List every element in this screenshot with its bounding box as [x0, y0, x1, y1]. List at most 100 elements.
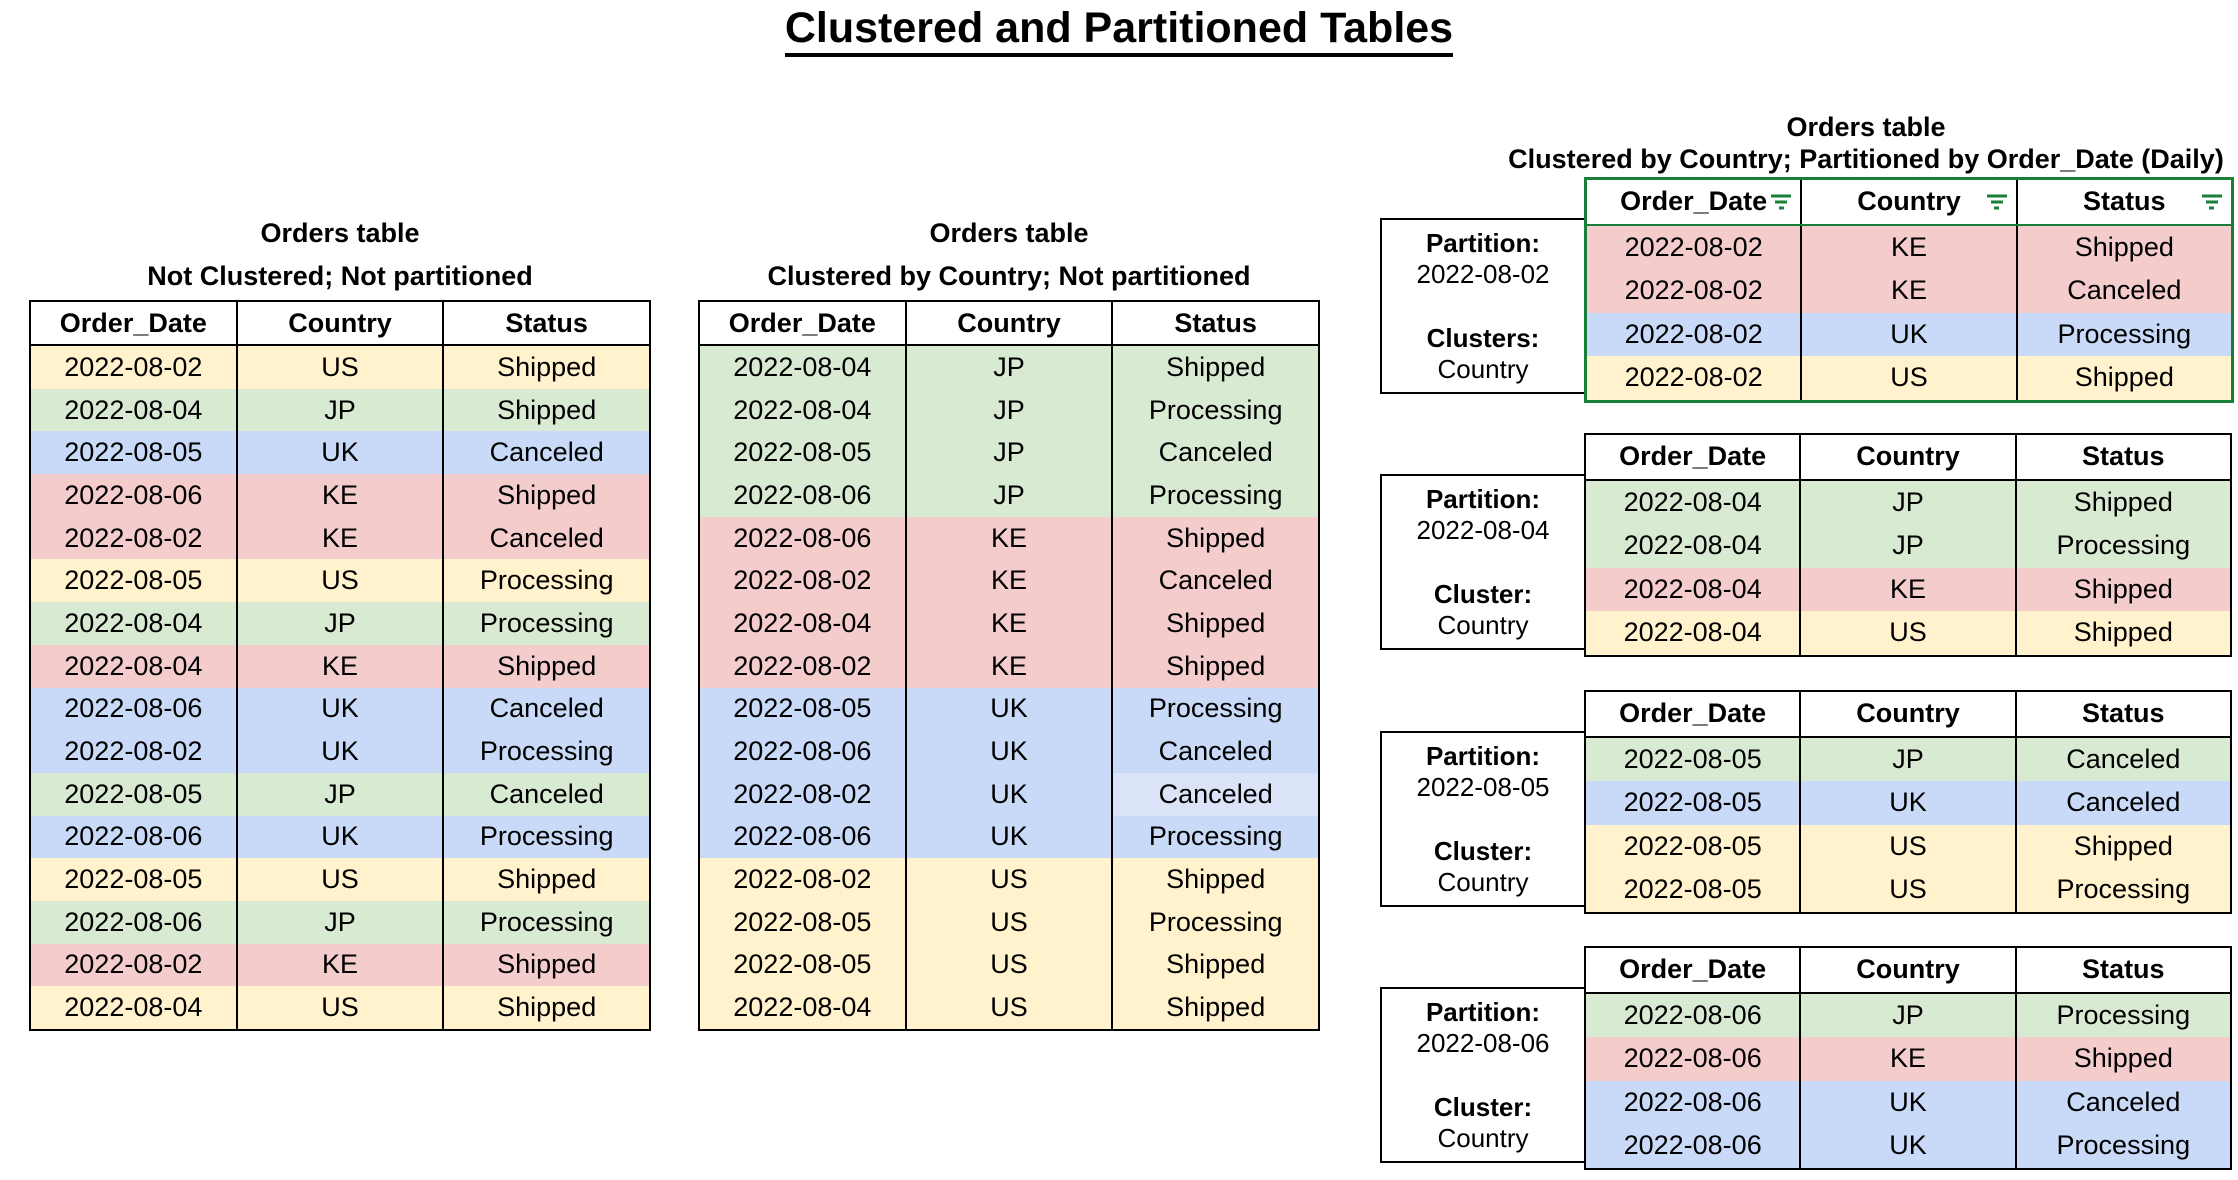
- country-cell: US: [235, 559, 443, 603]
- order-date-cell: 2022-08-02: [31, 730, 236, 773]
- country-cell: KE: [904, 516, 1112, 560]
- right-group-title: Orders table: [1786, 112, 1946, 142]
- country-cell: US: [904, 943, 1112, 987]
- table-row: 2022-08-06 KE Shipped: [700, 516, 1319, 560]
- order-date-cell: 2022-08-04: [1586, 524, 1800, 568]
- column-header-label: Order_Date: [59, 307, 207, 338]
- table-row: 2022-08-02 UK Processing: [1587, 312, 2231, 356]
- middle-table-title: Orders table: [929, 218, 1089, 248]
- order-date-cell: 2022-08-05: [700, 943, 905, 987]
- status-cell: Canceled: [1111, 431, 1319, 475]
- status-cell: Shipped: [2014, 611, 2230, 655]
- status-cell: Canceled: [2014, 737, 2230, 781]
- country-cell: US: [904, 858, 1112, 901]
- order-date-cell: 2022-08-06: [1586, 993, 1800, 1037]
- order-date-cell: 2022-08-02: [1587, 225, 1801, 269]
- status-cell: Shipped: [442, 858, 650, 901]
- country-cell: KE: [235, 943, 443, 987]
- order-date-cell: 2022-08-04: [31, 388, 236, 432]
- status-cell: Processing: [1111, 815, 1319, 859]
- status-cell: Processing: [2014, 868, 2230, 912]
- country-cell: JP: [235, 900, 443, 944]
- country-cell: UK: [904, 772, 1112, 816]
- table-row: 2022-08-04 KE Shipped: [700, 602, 1319, 645]
- country-cell: UK: [235, 431, 443, 475]
- country-cell: KE: [235, 474, 443, 517]
- table-row: 2022-08-06 KE Shipped: [1586, 1037, 2230, 1081]
- table-header-row: Order_Date Country Status: [700, 302, 1319, 346]
- order-date-cell: 2022-08-02: [700, 858, 905, 901]
- partition-label-box: Partition: 2022-08-06 Cluster: Country: [1380, 987, 1586, 1163]
- partition-label: Partition:: [1425, 996, 1541, 1027]
- table-row: 2022-08-06 KE Shipped: [31, 474, 650, 517]
- column-header: Status: [2015, 180, 2231, 224]
- country-cell: KE: [904, 602, 1112, 645]
- right-group-subtitle: Clustered by Country; Partitioned by Ord…: [1508, 144, 2224, 174]
- country-cell: UK: [1800, 312, 2016, 356]
- table-row: 2022-08-05 US Shipped: [31, 858, 650, 901]
- order-date-cell: 2022-08-02: [700, 772, 905, 816]
- country-cell: US: [1799, 868, 2015, 912]
- status-cell: Shipped: [2015, 225, 2231, 269]
- order-date-cell: 2022-08-06: [1586, 1037, 1800, 1081]
- partition-label-box: Partition: 2022-08-05 Cluster: Country: [1380, 731, 1586, 907]
- order-date-cell: 2022-08-02: [700, 559, 905, 603]
- country-cell: US: [1799, 824, 2015, 868]
- partition-label: Partition:: [1425, 483, 1541, 514]
- column-header: Order_Date: [1587, 180, 1801, 224]
- column-header: Country: [235, 302, 443, 344]
- status-cell: Processing: [1111, 900, 1319, 944]
- order-date-cell: 2022-08-05: [1586, 824, 1800, 868]
- country-cell: JP: [904, 388, 1112, 432]
- order-date-cell: 2022-08-05: [31, 559, 236, 603]
- partition-value: 2022-08-05: [1416, 771, 1550, 802]
- country-cell: JP: [1799, 993, 2015, 1037]
- status-cell: Processing: [2014, 524, 2230, 568]
- order-date-cell: 2022-08-06: [31, 474, 236, 517]
- table-row: 2022-08-04 KE Shipped: [31, 644, 650, 688]
- table-row: 2022-08-05 JP Canceled: [1586, 737, 2230, 781]
- column-header-label: Order_Date: [1619, 954, 1767, 985]
- order-date-cell: 2022-08-02: [1587, 269, 1801, 313]
- filter-icon-bar: [1771, 194, 1792, 198]
- table-row: 2022-08-06 UK Processing: [1586, 1124, 2230, 1168]
- column-header: Order_Date: [1586, 435, 1800, 479]
- column-header-label: Country: [1856, 441, 1960, 472]
- table-row: 2022-08-02 KE Canceled: [31, 516, 650, 560]
- partition-value: 2022-08-06: [1416, 1027, 1550, 1058]
- column-header: Country: [1799, 435, 2015, 479]
- column-header-label: Status: [2082, 954, 2165, 985]
- column-header: Country: [1800, 180, 2016, 224]
- status-cell: Canceled: [1111, 772, 1319, 816]
- cluster-value: Country: [1437, 353, 1529, 384]
- filter-icon: [1771, 194, 1792, 210]
- table-row: 2022-08-02 US Shipped: [700, 858, 1319, 901]
- status-cell: Shipped: [1111, 602, 1319, 645]
- table-row: 2022-08-05 JP Canceled: [700, 431, 1319, 475]
- order-date-cell: 2022-08-02: [31, 346, 236, 389]
- order-date-cell: 2022-08-02: [1587, 356, 1801, 400]
- status-cell: Processing: [442, 602, 650, 645]
- status-cell: Processing: [2015, 312, 2231, 356]
- column-header: Status: [2014, 692, 2230, 736]
- country-cell: JP: [1799, 480, 2015, 524]
- status-cell: Shipped: [1111, 858, 1319, 901]
- column-header-label: Order_Date: [728, 307, 876, 338]
- order-date-cell: 2022-08-05: [700, 687, 905, 731]
- country-cell: US: [1799, 611, 2015, 655]
- table-row: 2022-08-02 US Shipped: [1587, 356, 2231, 400]
- table-row: 2022-08-06 UK Processing: [700, 815, 1319, 859]
- table-row: 2022-08-04 US Shipped: [31, 986, 650, 1029]
- country-cell: US: [904, 986, 1112, 1029]
- country-cell: KE: [1799, 1037, 2015, 1081]
- status-cell: Canceled: [442, 516, 650, 560]
- table-row: 2022-08-06 JP Processing: [1586, 993, 2230, 1037]
- column-header: Country: [1799, 692, 2015, 736]
- table-row: 2022-08-05 JP Canceled: [31, 772, 650, 816]
- country-cell: UK: [1799, 781, 2015, 825]
- table-header-row: Order_Date Country Status: [1586, 692, 2230, 738]
- table-row: 2022-08-04 US Shipped: [700, 986, 1319, 1029]
- order-date-cell: 2022-08-06: [700, 815, 905, 859]
- status-cell: Canceled: [2014, 781, 2230, 825]
- country-cell: JP: [1799, 524, 2015, 568]
